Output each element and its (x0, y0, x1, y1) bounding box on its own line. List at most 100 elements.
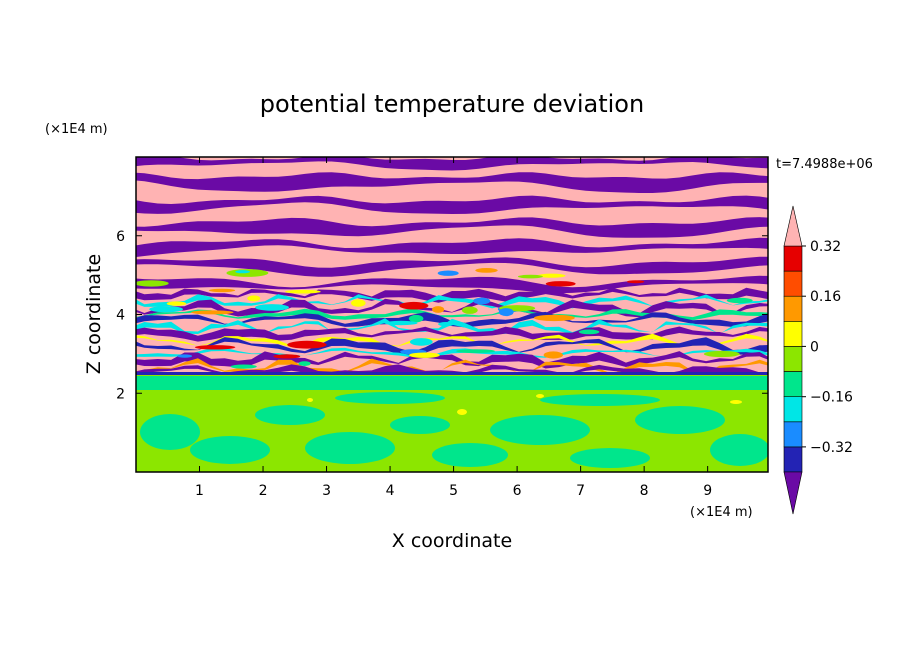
turbulent-band (136, 308, 768, 321)
lower-layer-blobs (136, 376, 768, 468)
eddy-patch (578, 329, 600, 335)
convective-blob (390, 416, 450, 434)
temperature-band (136, 237, 768, 257)
colorbar-bin (783, 421, 803, 448)
colorbar-label: −0.16 (810, 390, 853, 406)
eddy-patch (543, 351, 563, 359)
eddy-patch (191, 310, 234, 315)
y-tick-label: 4 (116, 308, 125, 324)
eddy-patch (399, 301, 429, 310)
y-axis: 2 4 6 (116, 229, 768, 402)
colorbar-bin (783, 371, 803, 398)
warm-spot (457, 409, 467, 415)
convective-blob (255, 405, 325, 425)
convective-blob (140, 414, 200, 450)
eddy-patch (473, 297, 491, 305)
x-axis-label: X coordinate (392, 530, 512, 552)
eddy-patch (627, 280, 645, 284)
inversion-line (136, 372, 768, 376)
colorbar: 0.32 0.16 0 −0.16 −0.32 (783, 205, 853, 515)
y-axis-label: Z coordinate (83, 254, 105, 374)
convective-blob (190, 436, 270, 464)
x-tick-label: 5 (449, 483, 458, 499)
eddy-patch (136, 280, 169, 287)
eddy-patch (351, 299, 366, 307)
colorbar-bin (783, 396, 803, 423)
y-tick-label: 6 (116, 229, 125, 245)
turbulent-band (136, 311, 768, 328)
convective-blob (570, 448, 650, 468)
colorbar-bin (783, 270, 803, 297)
turbulent-band (136, 333, 768, 348)
colorbar-bin (783, 245, 803, 272)
eddy-patch (287, 340, 327, 349)
y-tick-label: 2 (116, 386, 125, 402)
x-axis: 1 2 3 4 5 6 7 8 9 (195, 157, 712, 499)
convective-blob (432, 443, 508, 467)
x-tick-label: 2 (259, 483, 268, 499)
eddy-patch (475, 268, 498, 273)
warm-spot (307, 398, 313, 402)
eddy-patch (247, 295, 261, 302)
eddy-patch (437, 270, 459, 276)
x-tick-label: 8 (640, 483, 649, 499)
eddy-patch (235, 270, 250, 274)
plot-area (136, 157, 768, 472)
eddy-patch (208, 288, 236, 293)
turbulent-band (136, 337, 768, 356)
turbulent-band (136, 287, 768, 303)
eddy-patch (285, 289, 321, 294)
eddy-patch (545, 281, 576, 287)
temperature-band (136, 195, 768, 214)
turbulent-band (136, 326, 768, 342)
turbulent-band (136, 364, 768, 378)
convective-blob (490, 415, 590, 445)
colorbar-label: 0 (810, 339, 819, 355)
eddy-patch (230, 364, 257, 369)
temperature-band (136, 172, 768, 193)
eddy-patch (726, 297, 753, 304)
eddy-patch (177, 354, 193, 358)
eddy-patch (432, 306, 445, 313)
lower-top-strip (136, 376, 768, 390)
eddy-patch (461, 306, 478, 314)
colorbar-label: 0.32 (810, 239, 841, 255)
colorbar-label: −0.32 (810, 440, 853, 456)
colorbar-over-arrow (783, 205, 803, 247)
x-tick-label: 9 (703, 483, 712, 499)
convective-blob (540, 394, 660, 406)
turbulent-band (136, 318, 768, 334)
eddy-patch (498, 308, 514, 317)
convective-blob (305, 432, 395, 464)
turbulent-band (136, 294, 768, 309)
colorbar-label: 0.16 (810, 289, 841, 305)
temperature-band (136, 256, 768, 277)
eddy-patch (409, 352, 440, 358)
eddy-patch (149, 306, 184, 313)
eddy-patch (166, 301, 187, 306)
eddy-patch (298, 361, 311, 366)
x-tick-label: 7 (576, 483, 585, 499)
eddy-patch (408, 314, 424, 323)
x-tick-label: 1 (195, 483, 204, 499)
x-tick-label: 6 (513, 483, 522, 499)
x-tick-label: 4 (386, 483, 395, 499)
eddy-patch (703, 350, 740, 358)
turbulent-band (136, 298, 768, 318)
eddy-patch (533, 314, 575, 322)
y-unit-label: (×1E4 m) (45, 122, 108, 137)
colorbar-under-arrow (783, 471, 803, 515)
eddy-patch (438, 322, 454, 327)
convective-blob (335, 392, 445, 404)
convective-blob (710, 434, 768, 466)
time-label: t=7.4988e+06 (776, 157, 873, 172)
eddy-patch (273, 354, 301, 359)
eddy-patch (194, 345, 236, 350)
upper-layer-bands (136, 157, 768, 378)
temperature-band (136, 217, 768, 238)
eddy-patch (537, 273, 566, 278)
temperature-band (136, 157, 768, 171)
colorbar-bin (783, 346, 803, 372)
eddy-patch (456, 349, 495, 353)
